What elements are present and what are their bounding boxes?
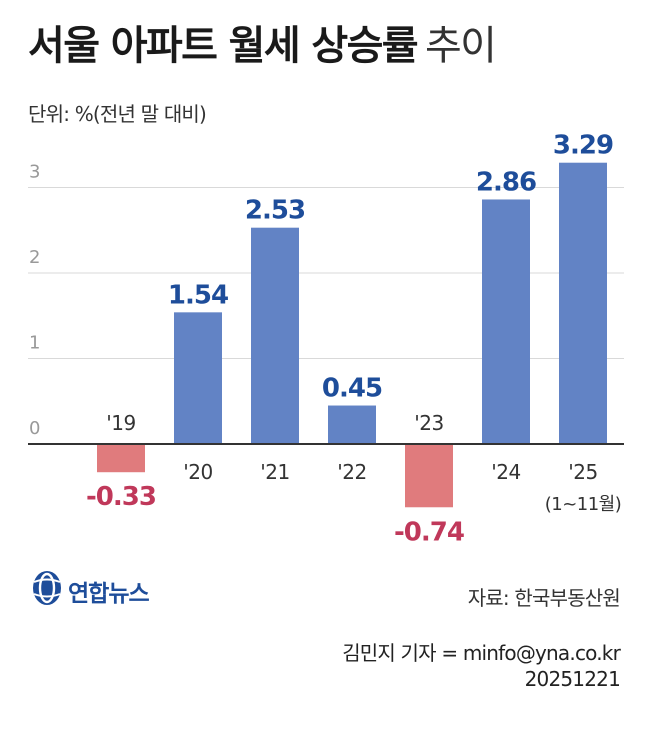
value-label: 1.54 bbox=[168, 280, 228, 310]
yonhap-globe-logo-icon bbox=[33, 571, 61, 605]
y-tick-label: 0 bbox=[29, 418, 40, 439]
bar bbox=[97, 444, 145, 473]
bar bbox=[251, 227, 299, 444]
category-label: '24 bbox=[491, 460, 520, 484]
category-label: '21 bbox=[260, 460, 289, 484]
source-note: 자료: 한국부동산원 bbox=[467, 586, 621, 610]
title-suffix: 추이 bbox=[424, 23, 497, 69]
category-label: '22 bbox=[337, 460, 366, 484]
y-tick-label: 3 bbox=[29, 162, 40, 183]
bar bbox=[559, 162, 607, 444]
bar bbox=[405, 444, 453, 508]
value-label: 2.53 bbox=[245, 196, 305, 226]
byline: 김민지 기자 = minfo@yna.co.kr bbox=[342, 641, 621, 665]
unit-label: 단위: %(전년 말 대비) bbox=[28, 102, 207, 126]
value-label: 3.29 bbox=[553, 131, 613, 161]
value-label: -0.33 bbox=[86, 482, 156, 512]
category-label: '23 bbox=[414, 411, 443, 435]
value-label: 0.45 bbox=[322, 374, 382, 404]
bar bbox=[174, 312, 222, 444]
category-sublabel: (1~11월) bbox=[545, 494, 622, 515]
bar bbox=[328, 405, 376, 444]
bar bbox=[482, 199, 530, 444]
category-label: '25 bbox=[568, 460, 597, 484]
value-label: 2.86 bbox=[476, 167, 536, 197]
y-tick-label: 1 bbox=[29, 333, 40, 354]
category-label: '19 bbox=[106, 411, 135, 435]
chart-title: 서울 아파트 월세 상승률 추이 bbox=[28, 23, 497, 69]
value-label: -0.74 bbox=[394, 517, 464, 547]
bar-chart: 0 1 2 3 -0.33 '19 1.54 '20 2.53 '21 0.45 '22 -0.74 '2… bbox=[28, 131, 624, 547]
category-label: '20 bbox=[183, 460, 212, 484]
publish-date: 20251221 bbox=[524, 667, 621, 691]
credit-block: 김민지 기자 = minfo@yna.co.kr 20251221 bbox=[342, 640, 621, 692]
publisher-name: 연합뉴스 bbox=[68, 581, 150, 607]
y-tick-label: 2 bbox=[29, 247, 40, 268]
title-main: 서울 아파트 월세 상승률 bbox=[28, 23, 419, 69]
